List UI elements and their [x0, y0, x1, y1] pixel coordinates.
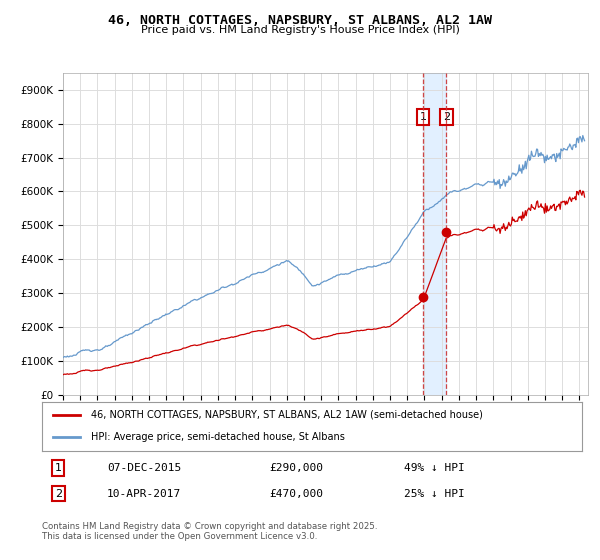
HPI: Average price, semi-detached house, St Albans: (2.03e+03, 7.65e+05): Average price, semi-detached house, St A… — [579, 132, 586, 139]
46, NORTH COTTAGES, NAPSBURY, ST ALBANS, AL2 1AW (semi-detached house) — [577, 187, 584, 194]
46, NORTH COTTAGES, NAPSBURY, ST ALBANS, AL2 1AW (semi-detached house) — [581, 194, 588, 200]
Text: 10-APR-2017: 10-APR-2017 — [107, 488, 181, 498]
Text: 1: 1 — [419, 112, 427, 122]
Text: £290,000: £290,000 — [269, 463, 323, 473]
HPI: Average price, semi-detached house, St Albans: (2.01e+03, 3.68e+05): Average price, semi-detached house, St A… — [295, 267, 302, 274]
HPI: Average price, semi-detached house, St Albans: (2e+03, 2.8e+05): Average price, semi-detached house, St A… — [193, 297, 200, 304]
Text: 07-DEC-2015: 07-DEC-2015 — [107, 463, 181, 473]
HPI: Average price, semi-detached house, St Albans: (2.01e+03, 3.77e+05): Average price, semi-detached house, St A… — [367, 264, 374, 270]
Text: 2: 2 — [55, 488, 62, 498]
46, NORTH COTTAGES, NAPSBURY, ST ALBANS, AL2 1AW (semi-detached house) — [452, 231, 459, 238]
HPI: Average price, semi-detached house, St Albans: (2.02e+03, 4.85e+05): Average price, semi-detached house, St A… — [407, 227, 415, 234]
46, NORTH COTTAGES, NAPSBURY, ST ALBANS, AL2 1AW (semi-detached house) — [59, 371, 67, 378]
Text: 49% ↓ HPI: 49% ↓ HPI — [404, 463, 464, 473]
46, NORTH COTTAGES, NAPSBURY, ST ALBANS, AL2 1AW (semi-detached house) — [295, 327, 302, 334]
46, NORTH COTTAGES, NAPSBURY, ST ALBANS, AL2 1AW (semi-detached house) — [407, 306, 415, 312]
Text: 25% ↓ HPI: 25% ↓ HPI — [404, 488, 464, 498]
Line: HPI: Average price, semi-detached house, St Albans: HPI: Average price, semi-detached house,… — [63, 136, 584, 357]
Text: 46, NORTH COTTAGES, NAPSBURY, ST ALBANS, AL2 1AW: 46, NORTH COTTAGES, NAPSBURY, ST ALBANS,… — [108, 14, 492, 27]
HPI: Average price, semi-detached house, St Albans: (2.03e+03, 7.5e+05): Average price, semi-detached house, St A… — [581, 137, 588, 144]
Text: Price paid vs. HM Land Registry's House Price Index (HPI): Price paid vs. HM Land Registry's House … — [140, 25, 460, 35]
Bar — [423, 73, 446, 395]
Text: £470,000: £470,000 — [269, 488, 323, 498]
Text: 46, NORTH COTTAGES, NAPSBURY, ST ALBANS, AL2 1AW (semi-detached house): 46, NORTH COTTAGES, NAPSBURY, ST ALBANS,… — [91, 410, 482, 420]
HPI: Average price, semi-detached house, St Albans: (2.02e+03, 6.02e+05): Average price, semi-detached house, St A… — [452, 188, 459, 194]
Text: Contains HM Land Registry data © Crown copyright and database right 2025.
This d: Contains HM Land Registry data © Crown c… — [42, 522, 377, 542]
Text: 2: 2 — [443, 112, 450, 122]
Text: 1: 1 — [55, 463, 62, 473]
Line: 46, NORTH COTTAGES, NAPSBURY, ST ALBANS, AL2 1AW (semi-detached house): 46, NORTH COTTAGES, NAPSBURY, ST ALBANS,… — [63, 190, 584, 375]
46, NORTH COTTAGES, NAPSBURY, ST ALBANS, AL2 1AW (semi-detached house) — [152, 352, 159, 359]
46, NORTH COTTAGES, NAPSBURY, ST ALBANS, AL2 1AW (semi-detached house) — [193, 342, 200, 349]
HPI: Average price, semi-detached house, St Albans: (2e+03, 1.1e+05): Average price, semi-detached house, St A… — [59, 354, 67, 361]
HPI: Average price, semi-detached house, St Albans: (2e+03, 2.22e+05): Average price, semi-detached house, St A… — [152, 316, 159, 323]
Text: HPI: Average price, semi-detached house, St Albans: HPI: Average price, semi-detached house,… — [91, 432, 344, 442]
46, NORTH COTTAGES, NAPSBURY, ST ALBANS, AL2 1AW (semi-detached house) — [367, 326, 374, 333]
